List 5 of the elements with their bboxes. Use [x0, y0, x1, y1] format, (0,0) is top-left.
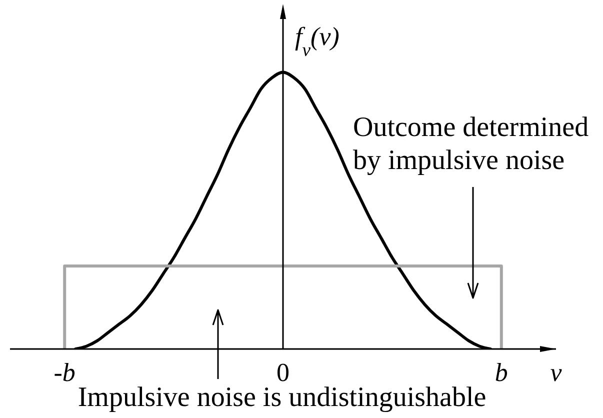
x-axis-title: v: [550, 358, 562, 387]
y-axis-title: f$_{v}$(v): [295, 22, 340, 60]
x-tick-label: b: [494, 358, 508, 387]
annotation: Outcome determined by impulsive noise: [353, 112, 589, 176]
x-tick-label: -b: [54, 358, 76, 387]
